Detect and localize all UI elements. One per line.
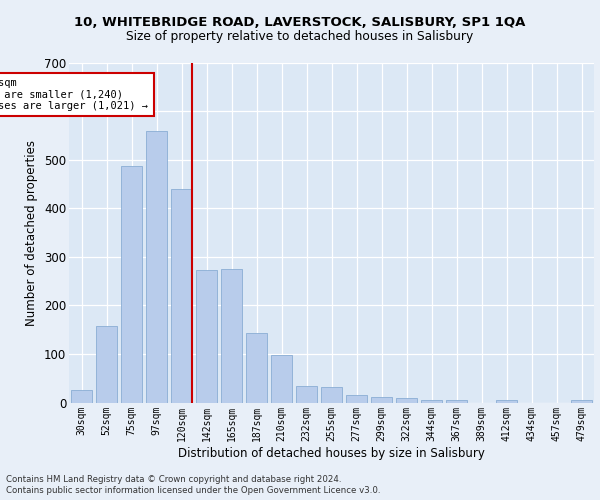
X-axis label: Distribution of detached houses by size in Salisbury: Distribution of detached houses by size … [178,448,485,460]
Text: 10 WHITEBRIDGE ROAD: 122sqm
← 54% of detached houses are smaller (1,240)
45% of : 10 WHITEBRIDGE ROAD: 122sqm ← 54% of det… [0,78,149,111]
Text: Contains public sector information licensed under the Open Government Licence v3: Contains public sector information licen… [6,486,380,495]
Bar [146,130,167,402]
Text: Size of property relative to detached houses in Salisbury: Size of property relative to detached ho… [127,30,473,43]
Bar [171,189,192,402]
Bar [446,400,467,402]
Bar [196,270,217,402]
Bar [321,387,342,402]
Bar [371,396,392,402]
Bar [571,400,592,402]
Text: 10, WHITEBRIDGE ROAD, LAVERSTOCK, SALISBURY, SP1 1QA: 10, WHITEBRIDGE ROAD, LAVERSTOCK, SALISB… [74,16,526,29]
Bar [396,398,417,402]
Bar [296,386,317,402]
Bar [121,166,142,402]
Bar [346,395,367,402]
Text: Contains HM Land Registry data © Crown copyright and database right 2024.: Contains HM Land Registry data © Crown c… [6,475,341,484]
Bar [246,333,267,402]
Bar [421,400,442,402]
Bar [496,400,517,402]
Bar [71,390,92,402]
Bar [271,356,292,403]
Bar [221,269,242,402]
Y-axis label: Number of detached properties: Number of detached properties [25,140,38,326]
Bar [96,326,117,402]
